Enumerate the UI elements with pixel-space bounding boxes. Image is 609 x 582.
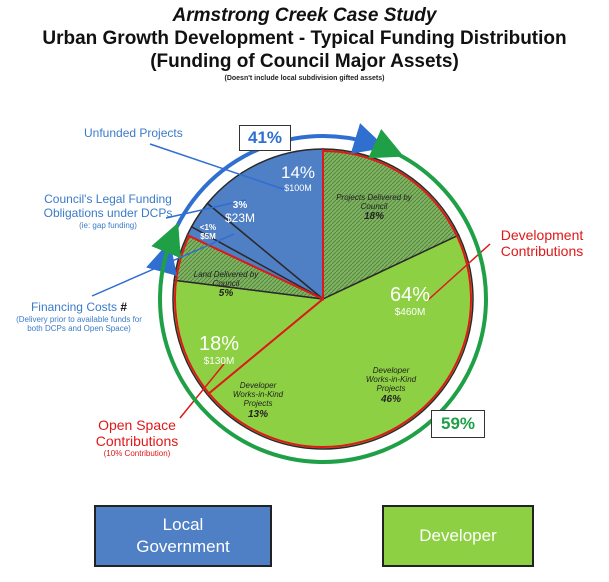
- open-total-pct: 18%: [198, 333, 240, 355]
- wik-small-pct: 13%: [247, 408, 268, 420]
- annotation-financing: Financing Costs # (Delivery prior to ava…: [0, 300, 158, 333]
- annotation-unfunded: Unfunded Projects: [84, 126, 183, 140]
- slice-land-delivered-label: Land Delivered by Council 5%: [186, 270, 266, 300]
- financing-pct: <1%: [199, 223, 217, 232]
- financing-ann-note1: (Delivery prior to available funds for: [16, 314, 142, 324]
- land-line2: Council: [212, 279, 240, 289]
- land-line1: Land Delivered by: [193, 270, 259, 279]
- legend-developer: Developer: [382, 505, 534, 567]
- wik-large-line1: Developer: [372, 366, 410, 375]
- unfunded-amount: $100M: [284, 182, 312, 193]
- unfunded-pct: 14%: [280, 163, 316, 182]
- slice-unfunded-label: 14% $100M: [268, 163, 328, 193]
- open-space-note: (10% Contribution): [103, 449, 171, 459]
- legal-ann-line2: Obligations under DCPs: [43, 205, 173, 220]
- dev-total-pct: 64%: [389, 284, 431, 306]
- dev-total-amount: $460M: [394, 307, 426, 318]
- slice-projects-delivered-line2: Council: [360, 202, 388, 212]
- pie-slice-2: [206, 234, 474, 450]
- legend-local-line2: Government: [136, 537, 230, 556]
- pie-slice-3: [172, 279, 325, 396]
- financing-ann-note2: both DCPs and Open Space): [27, 323, 131, 333]
- chart-subtitle-2: (Funding of Council Major Assets): [150, 51, 459, 72]
- financing-amount: $5M: [200, 232, 216, 242]
- slice-projects-delivered-pct: 18%: [363, 211, 384, 223]
- boundary-radius-1: [206, 298, 324, 396]
- chart-title: Armstrong Creek Case Study: [172, 5, 437, 26]
- wik-large-line2: Works-in-Kind: [365, 375, 417, 385]
- dev-contrib-line1: Development: [500, 227, 584, 243]
- annotation-legal: Council's Legal Funding Obligations unde…: [28, 192, 188, 230]
- leader-open-space: [179, 363, 225, 419]
- local-government-total: 41%: [239, 125, 291, 151]
- legal-ann-line1: Council's Legal Funding: [44, 192, 172, 206]
- slice-developer-total: 64% $460M: [360, 284, 460, 319]
- development-contributions-boundary-arc: [208, 150, 472, 448]
- chart-subtitle-1: Urban Growth Development - Typical Fundi…: [42, 28, 567, 49]
- legal-ann-note: (ie: gap funding): [79, 220, 137, 230]
- wik-small-line2: Works-in-Kind: [232, 390, 284, 400]
- financing-ann-mark: #: [120, 300, 128, 314]
- open-space-line1: Open Space: [98, 417, 176, 433]
- legend-local-line1: Local: [162, 515, 204, 534]
- open-total-amount: $130M: [203, 356, 235, 367]
- legal-amount: $23M: [224, 210, 256, 225]
- slice-works-in-kind-large-label: Developer Works-in-Kind Projects 46%: [346, 366, 436, 405]
- slice-projects-delivered-label: Projects Delivered by Council 18%: [326, 193, 422, 223]
- legal-pct: 3%: [232, 200, 248, 211]
- annotation-open-space: Open Space Contributions (10% Contributi…: [80, 417, 194, 458]
- wik-small-line1: Developer: [239, 381, 277, 390]
- annotation-development-contributions: Development Contributions: [487, 227, 597, 259]
- land-pct: 5%: [218, 288, 234, 300]
- open-space-line2: Contributions: [95, 433, 179, 450]
- developer-total: 59%: [431, 410, 485, 438]
- slice-projects-delivered-line1: Projects Delivered by: [336, 193, 412, 202]
- slice-open-space-total: 18% $130M: [184, 333, 254, 368]
- wik-large-line3: Projects: [376, 384, 406, 394]
- legend-local-government: Local Government: [94, 505, 272, 567]
- slice-legal-label: 3% $23M: [218, 200, 262, 225]
- chart-title-block: Armstrong Creek Case Study Urban Growth …: [0, 4, 609, 84]
- slice-financing-label: <1% $5M: [194, 223, 222, 241]
- developer-arc: [151, 128, 488, 464]
- slice-works-in-kind-small-label: Developer Works-in-Kind Projects 13%: [218, 381, 298, 420]
- dev-contrib-line2: Contributions: [500, 243, 584, 260]
- financing-ann-title: Financing Costs: [30, 300, 117, 314]
- chart-note: (Doesn't include local subdivision gifte…: [224, 75, 385, 82]
- wik-small-line3: Projects: [243, 399, 273, 409]
- wik-large-pct: 46%: [380, 393, 401, 405]
